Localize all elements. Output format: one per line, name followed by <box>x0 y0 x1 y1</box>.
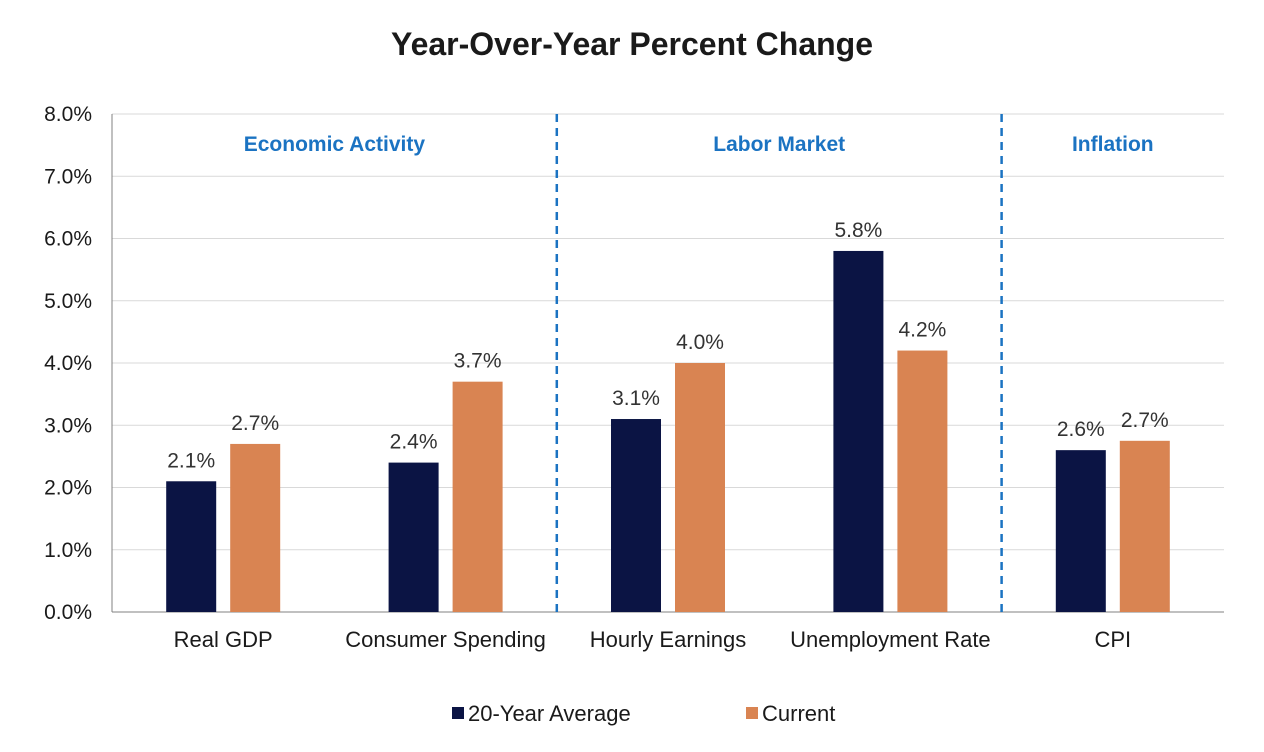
legend-label: 20-Year Average <box>468 701 631 726</box>
x-tick-label: Real GDP <box>174 627 273 652</box>
data-label: 3.7% <box>454 350 502 373</box>
bar <box>230 443 281 612</box>
bar <box>388 462 439 612</box>
group-label: Labor Market <box>713 133 845 156</box>
x-tick-label: Consumer Spending <box>345 627 546 652</box>
x-tick-label: Unemployment Rate <box>790 627 991 652</box>
bar <box>166 481 217 612</box>
y-tick-label: 7.0% <box>44 165 92 188</box>
y-tick-label: 5.0% <box>44 290 92 313</box>
x-tick-label: Hourly Earnings <box>590 627 747 652</box>
data-label: 2.4% <box>390 431 438 454</box>
y-tick-label: 1.0% <box>44 539 92 562</box>
y-tick-label: 3.0% <box>44 414 92 437</box>
y-tick-label: 0.0% <box>44 601 92 624</box>
data-label: 3.1% <box>612 387 660 410</box>
y-tick-label: 8.0% <box>44 103 92 126</box>
y-tick-label: 2.0% <box>44 477 92 500</box>
data-label: 2.7% <box>231 412 279 435</box>
legend-swatch <box>746 707 758 719</box>
chart-title: Year-Over-Year Percent Change <box>390 26 873 62</box>
data-label: 2.6% <box>1057 418 1105 441</box>
bar <box>675 363 725 612</box>
data-label: 2.7% <box>1121 409 1169 432</box>
y-tick-label: 6.0% <box>44 228 92 251</box>
bar <box>611 419 661 612</box>
data-label: 5.8% <box>834 219 882 242</box>
data-label: 4.2% <box>898 319 946 342</box>
data-label: 4.0% <box>676 331 724 354</box>
group-label: Economic Activity <box>244 133 426 156</box>
x-tick-label: CPI <box>1094 627 1131 652</box>
bar <box>1119 440 1170 612</box>
bar <box>897 350 948 612</box>
y-tick-label: 4.0% <box>44 352 92 375</box>
legend-label: Current <box>762 701 835 726</box>
group-label: Inflation <box>1072 133 1154 156</box>
data-label: 2.1% <box>167 449 215 472</box>
bar <box>452 381 503 612</box>
bar <box>1055 450 1106 612</box>
legend-swatch <box>452 707 464 719</box>
bar <box>833 250 884 612</box>
